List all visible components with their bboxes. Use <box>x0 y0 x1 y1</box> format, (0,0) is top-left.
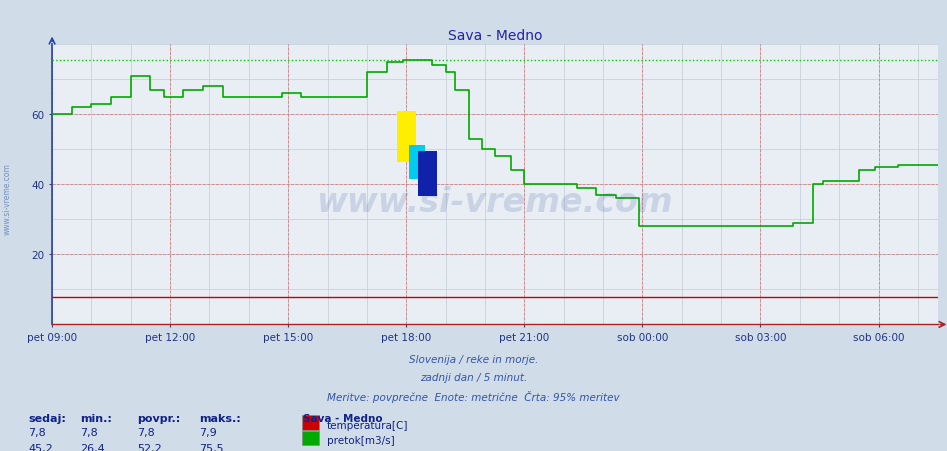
Text: 26,4: 26,4 <box>80 443 105 451</box>
Text: sedaj:: sedaj: <box>28 413 66 423</box>
Text: www.si-vreme.com: www.si-vreme.com <box>316 185 673 218</box>
Text: 7,9: 7,9 <box>199 428 217 437</box>
Text: Sava - Medno: Sava - Medno <box>303 413 383 423</box>
Bar <box>397 112 416 162</box>
Text: zadnji dan / 5 minut.: zadnji dan / 5 minut. <box>420 372 527 382</box>
Text: 52,2: 52,2 <box>137 443 162 451</box>
Text: Meritve: povprečne  Enote: metrične  Črta: 95% meritev: Meritve: povprečne Enote: metrične Črta:… <box>327 390 620 402</box>
Title: Sava - Medno: Sava - Medno <box>448 28 542 42</box>
Text: 7,8: 7,8 <box>28 428 46 437</box>
Text: temperatura[C]: temperatura[C] <box>327 420 408 430</box>
Text: povpr.:: povpr.: <box>137 413 181 423</box>
Text: www.si-vreme.com: www.si-vreme.com <box>3 162 12 235</box>
Text: Slovenija / reke in morje.: Slovenija / reke in morje. <box>409 354 538 364</box>
Bar <box>418 152 438 196</box>
Text: 7,8: 7,8 <box>137 428 155 437</box>
Text: pretok[m3/s]: pretok[m3/s] <box>327 435 395 445</box>
Text: maks.:: maks.: <box>199 413 241 423</box>
Text: 75,5: 75,5 <box>199 443 223 451</box>
Text: min.:: min.: <box>80 413 113 423</box>
Text: 45,2: 45,2 <box>28 443 53 451</box>
Text: 7,8: 7,8 <box>80 428 98 437</box>
Bar <box>409 146 425 179</box>
